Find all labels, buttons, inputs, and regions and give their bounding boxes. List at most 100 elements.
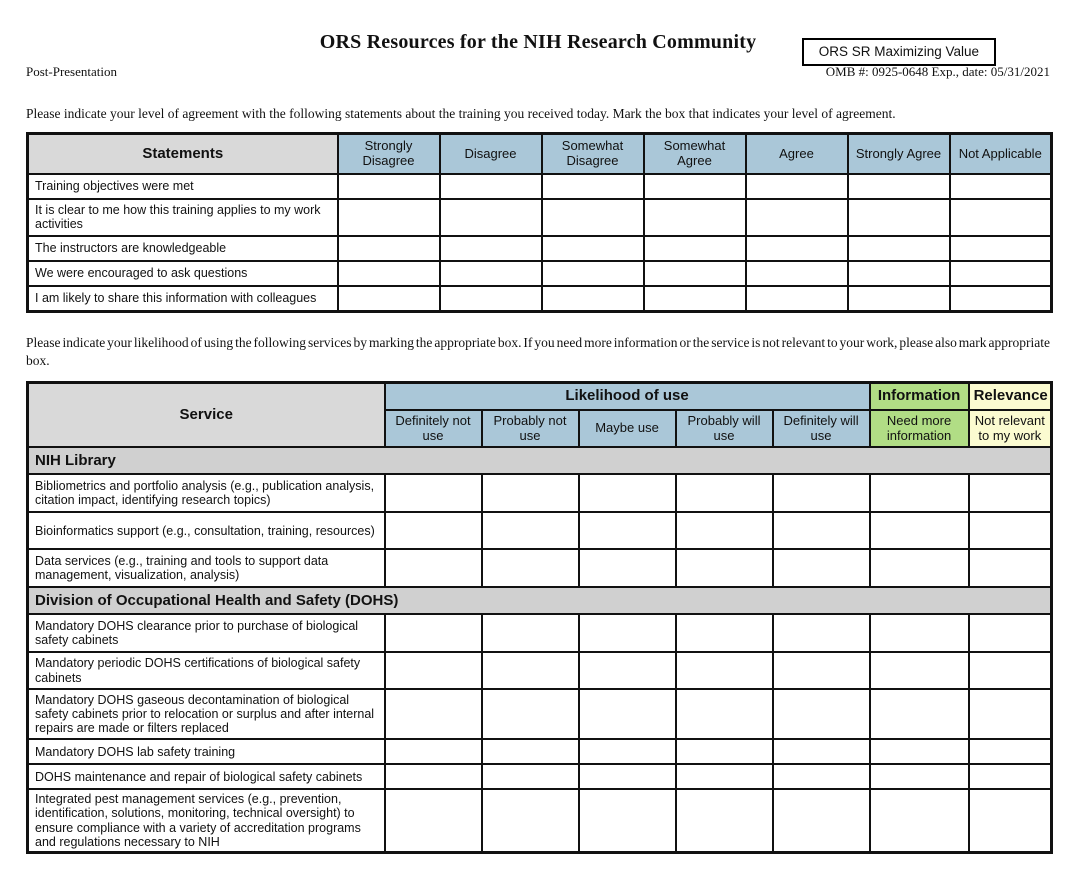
response-cell[interactable] (383, 473, 483, 514)
response-cell[interactable] (336, 172, 441, 200)
response-cell[interactable] (868, 473, 970, 514)
response-cell[interactable] (438, 234, 543, 262)
response-cell[interactable] (480, 473, 580, 514)
response-cell[interactable] (383, 548, 483, 589)
response-cell[interactable] (771, 548, 871, 589)
response-cell[interactable] (383, 651, 483, 691)
response-cell[interactable] (577, 688, 677, 741)
response-cell[interactable] (846, 172, 951, 200)
response-cell[interactable] (967, 763, 1053, 791)
response-cell[interactable] (480, 548, 580, 589)
response-cell[interactable] (967, 548, 1053, 589)
response-cell[interactable] (383, 688, 483, 741)
response-cell[interactable] (577, 473, 677, 514)
response-cell[interactable] (674, 613, 774, 654)
response-cell[interactable] (642, 259, 747, 287)
response-cell[interactable] (967, 788, 1053, 854)
response-cell[interactable] (846, 284, 951, 313)
response-cell[interactable] (540, 172, 645, 200)
statement-row: It is clear to me how this training appl… (26, 197, 1053, 237)
response-cell[interactable] (948, 234, 1053, 262)
response-cell[interactable] (948, 197, 1053, 237)
response-cell[interactable] (540, 259, 645, 287)
response-cell[interactable] (846, 259, 951, 287)
response-cell[interactable] (577, 651, 677, 691)
response-cell[interactable] (642, 197, 747, 237)
response-cell[interactable] (480, 651, 580, 691)
response-cell[interactable] (642, 284, 747, 313)
response-cell[interactable] (674, 651, 774, 691)
response-cell[interactable] (480, 738, 580, 766)
response-cell[interactable] (744, 284, 849, 313)
response-cell[interactable] (744, 234, 849, 262)
response-cell[interactable] (577, 788, 677, 854)
response-cell[interactable] (868, 613, 970, 654)
response-cell[interactable] (948, 259, 1053, 287)
response-cell[interactable] (480, 788, 580, 854)
response-cell[interactable] (771, 763, 871, 791)
response-cell[interactable] (771, 738, 871, 766)
response-cell[interactable] (383, 511, 483, 551)
response-cell[interactable] (967, 738, 1053, 766)
response-cell[interactable] (868, 651, 970, 691)
response-cell[interactable] (771, 651, 871, 691)
response-cell[interactable] (577, 548, 677, 589)
response-cell[interactable] (846, 234, 951, 262)
response-cell[interactable] (674, 548, 774, 589)
information-group-header: Information (868, 381, 970, 412)
response-cell[interactable] (744, 197, 849, 237)
response-cell[interactable] (948, 284, 1053, 313)
response-cell[interactable] (480, 763, 580, 791)
response-cell[interactable] (642, 172, 747, 200)
response-cell[interactable] (744, 172, 849, 200)
response-cell[interactable] (438, 259, 543, 287)
response-cell[interactable] (438, 197, 543, 237)
response-cell[interactable] (674, 688, 774, 741)
response-cell[interactable] (771, 511, 871, 551)
response-cell[interactable] (868, 788, 970, 854)
response-cell[interactable] (577, 738, 677, 766)
response-cell[interactable] (540, 197, 645, 237)
response-cell[interactable] (967, 688, 1053, 741)
response-cell[interactable] (771, 473, 871, 514)
response-cell[interactable] (577, 613, 677, 654)
response-cell[interactable] (642, 234, 747, 262)
response-cell[interactable] (480, 688, 580, 741)
response-cell[interactable] (383, 788, 483, 854)
response-cell[interactable] (674, 788, 774, 854)
response-cell[interactable] (868, 763, 970, 791)
response-cell[interactable] (868, 548, 970, 589)
response-cell[interactable] (674, 511, 774, 551)
response-cell[interactable] (336, 234, 441, 262)
response-cell[interactable] (577, 763, 677, 791)
response-cell[interactable] (771, 613, 871, 654)
response-cell[interactable] (540, 284, 645, 313)
response-cell[interactable] (967, 473, 1053, 514)
response-cell[interactable] (383, 763, 483, 791)
response-cell[interactable] (336, 197, 441, 237)
response-cell[interactable] (674, 763, 774, 791)
response-cell[interactable] (438, 284, 543, 313)
response-cell[interactable] (868, 511, 970, 551)
response-cell[interactable] (771, 788, 871, 854)
response-cell[interactable] (540, 234, 645, 262)
response-cell[interactable] (868, 738, 970, 766)
response-cell[interactable] (480, 511, 580, 551)
response-cell[interactable] (967, 613, 1053, 654)
response-cell[interactable] (868, 688, 970, 741)
response-cell[interactable] (771, 688, 871, 741)
response-cell[interactable] (948, 172, 1053, 200)
response-cell[interactable] (383, 613, 483, 654)
response-cell[interactable] (674, 473, 774, 514)
response-cell[interactable] (480, 613, 580, 654)
response-cell[interactable] (674, 738, 774, 766)
response-cell[interactable] (967, 511, 1053, 551)
response-cell[interactable] (744, 259, 849, 287)
response-cell[interactable] (438, 172, 543, 200)
response-cell[interactable] (336, 284, 441, 313)
response-cell[interactable] (967, 651, 1053, 691)
response-cell[interactable] (846, 197, 951, 237)
response-cell[interactable] (383, 738, 483, 766)
response-cell[interactable] (336, 259, 441, 287)
response-cell[interactable] (577, 511, 677, 551)
